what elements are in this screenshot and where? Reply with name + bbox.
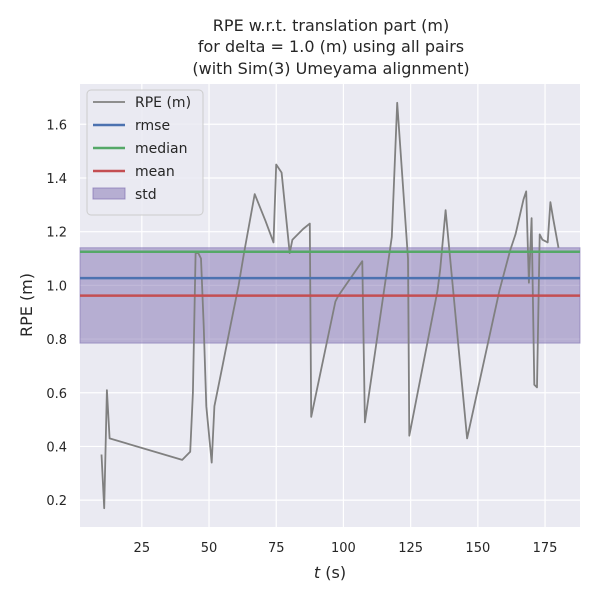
y-tick-label: 1.0	[46, 279, 67, 294]
y-tick-label: 1.4	[46, 172, 67, 187]
chart-title-line-1: RPE w.r.t. translation part (m)	[213, 16, 449, 35]
legend-label: median	[135, 141, 187, 157]
y-tick-label: 0.6	[46, 387, 67, 402]
x-tick-label: 125	[398, 541, 423, 556]
y-tick-label: 0.4	[46, 440, 67, 455]
legend-label: rmse	[135, 118, 170, 134]
x-tick-label: 75	[268, 541, 285, 556]
legend-swatch-std	[92, 187, 126, 200]
x-axis-label: t (s)	[314, 563, 346, 582]
legend-box	[86, 89, 204, 216]
y-tick-label: 0.8	[46, 333, 67, 348]
tick-labels: 25 50 75 100 125 150 175 0.2 0.4 0.6 0.8 1.0 1.2 1.4 1…	[46, 118, 557, 556]
rpe-series-line	[100, 101, 560, 510]
legend-label: std	[135, 187, 157, 203]
x-tick-label: 25	[134, 541, 151, 556]
x-tick-label: 50	[201, 541, 218, 556]
legend: RPE (m) rmse median mean std	[86, 89, 204, 216]
y-axis-label: RPE (m)	[17, 273, 36, 337]
rpe-line-layer	[100, 101, 560, 510]
chart-title-line-3: (with Sim(3) Umeyama alignment)	[192, 59, 469, 78]
y-tick-label: 1.2	[46, 226, 67, 241]
statistic-lines-layer	[80, 250, 580, 297]
x-tick-label: 150	[465, 541, 490, 556]
y-tick-label: 0.2	[46, 494, 67, 509]
x-tick-label: 100	[331, 541, 356, 556]
y-tick-label: 1.6	[46, 118, 67, 133]
x-axis-label-unit: (s)	[320, 563, 346, 582]
legend-label: mean	[135, 164, 175, 180]
legend-label: RPE (m)	[135, 95, 191, 111]
x-axis-label-variable: t	[314, 563, 321, 582]
x-tick-label: 175	[533, 541, 558, 556]
chart-title-line-2: for delta = 1.0 (m) using all pairs	[198, 37, 464, 56]
